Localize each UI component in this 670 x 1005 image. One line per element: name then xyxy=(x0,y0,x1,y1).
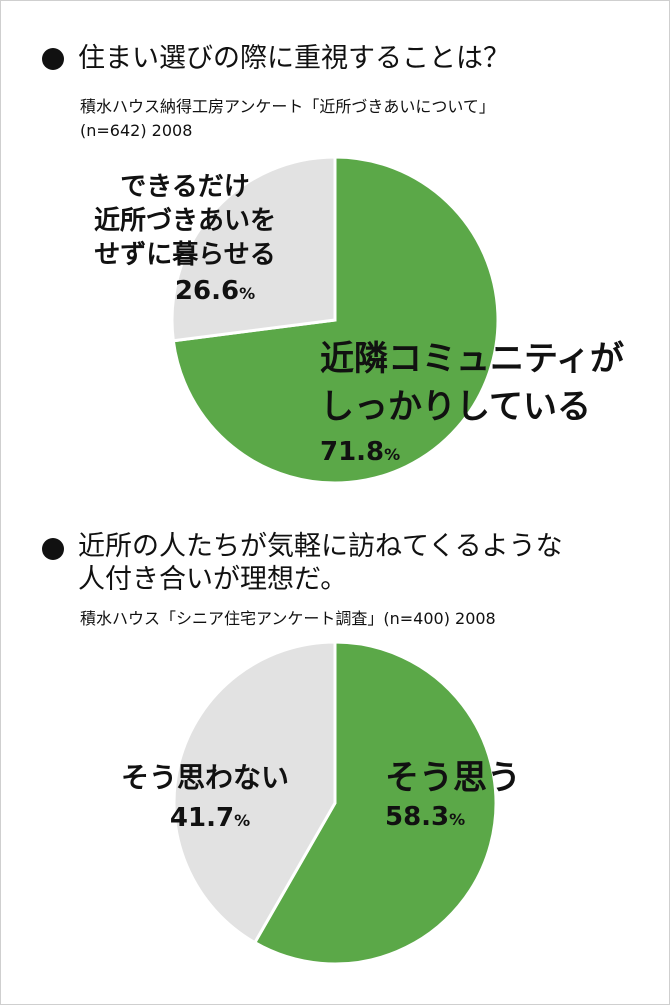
chart1-label-minor-line1: できるだけ xyxy=(120,172,250,202)
chart2-label-minor-line1: そう思わない xyxy=(120,761,289,794)
chart2-label-major-line1: そう思う xyxy=(385,758,521,798)
chart1-pie xyxy=(170,155,500,485)
chart1-label-major: 近隣コミュニティが しっかりしている 71.8% xyxy=(320,335,624,472)
bullet-icon xyxy=(42,538,64,560)
chart1-slice-1 xyxy=(170,155,337,343)
chart1-label-minor-line2: 近所づきあいを xyxy=(93,206,276,236)
chart2-title-line1: 近所の人たちが気軽に訪ねてくるような xyxy=(78,531,563,562)
chart2-source: 積水ハウス「シニア住宅アンケート調査」(n=400) 2008 xyxy=(80,609,496,628)
chart2-label-major: そう思う 58.3% xyxy=(385,758,521,835)
chart2-slice-0 xyxy=(252,640,498,966)
chart1-label-major-line2: しっかりしている xyxy=(320,387,591,427)
chart1-sample: (n=642) 2008 xyxy=(80,121,193,140)
chart1-value-minor: 26.6% xyxy=(174,276,256,306)
chart1-source: 積水ハウス納得工房アンケート「近所づきあいについて」 xyxy=(80,97,495,116)
chart2-pie xyxy=(172,640,498,966)
chart2-value-major: 58.3% xyxy=(385,802,466,832)
chart2-title-line2: 人付き合いが理想だ。 xyxy=(78,564,348,595)
chart1-label-major-line1: 近隣コミュニティが xyxy=(320,339,624,379)
chart2-value-minor: 41.7% xyxy=(169,803,251,833)
bullet-icon xyxy=(42,48,64,70)
chart1-value-major: 71.8% xyxy=(320,437,401,467)
chart1-label-minor: できるだけ 近所づきあいを せずに暮らせる 26.6% xyxy=(70,170,300,311)
chart1-title: 住まい選びの際に重視することは？ xyxy=(78,43,510,74)
chart1-label-minor-line3: せずに暮らせる xyxy=(94,240,276,270)
chart2-label-minor: そう思わない 41.7% xyxy=(110,760,300,839)
chart2-slice-1 xyxy=(172,640,337,945)
